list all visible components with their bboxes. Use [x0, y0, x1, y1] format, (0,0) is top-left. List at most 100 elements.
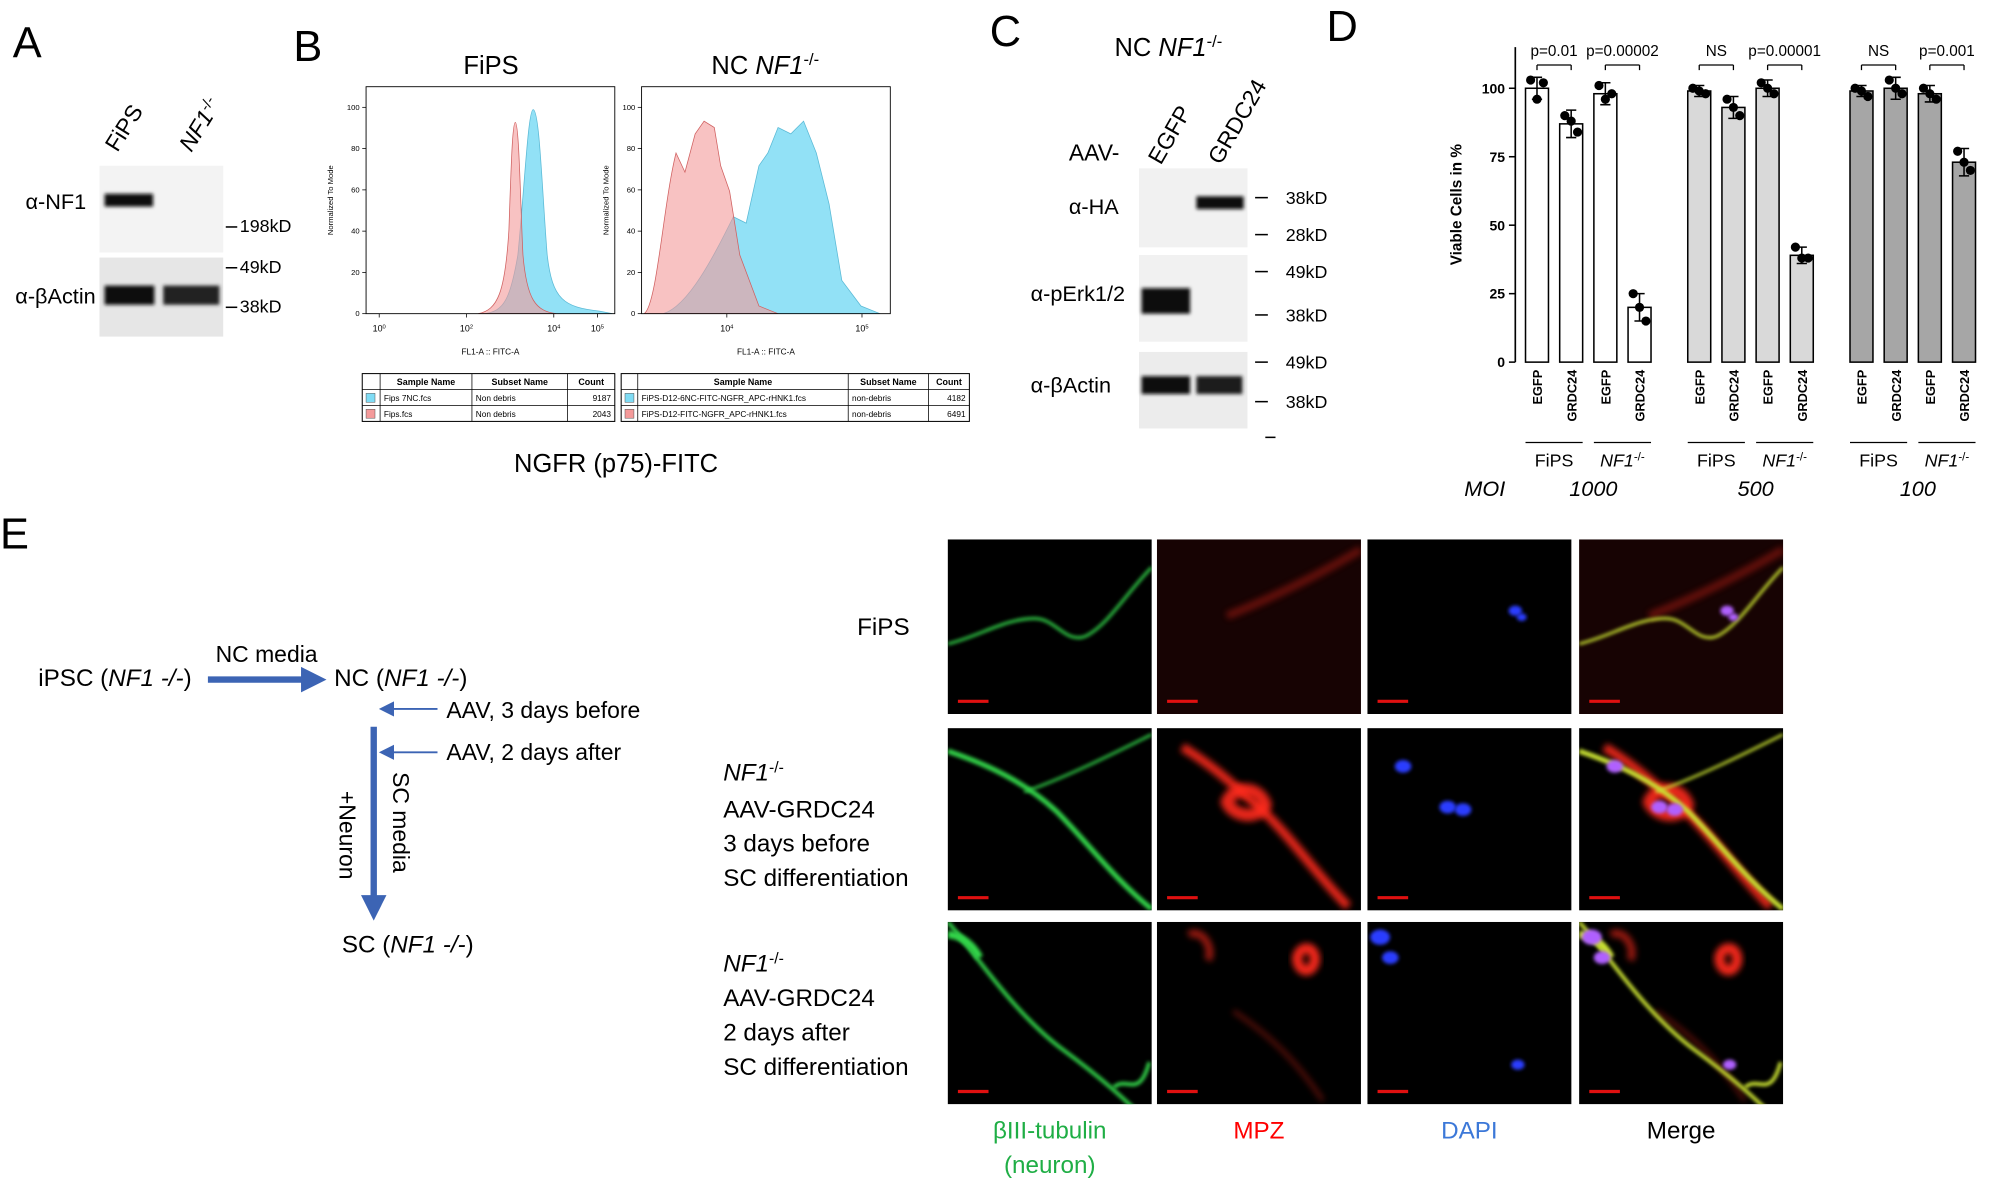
- label-part: 5: [865, 325, 868, 331]
- panel-letter: E: [0, 510, 29, 558]
- table-cell: Fips.fcs: [384, 410, 412, 419]
- x-tick-label: EGFP: [1923, 369, 1938, 404]
- y-tick-label: 50: [1490, 217, 1506, 233]
- row-label: AAV-GRDC24: [723, 796, 875, 823]
- plot-frame: [365, 86, 616, 315]
- data-point: [1953, 146, 1963, 156]
- nucleus: [1720, 605, 1734, 616]
- mpz-signal: [1654, 1009, 1747, 1102]
- nucleus: [1454, 803, 1472, 817]
- row-label: FiPS: [857, 614, 909, 641]
- tubulin-signal: [1655, 733, 1784, 794]
- table-header: Subset Name: [492, 377, 548, 387]
- micrograph: [1156, 728, 1361, 911]
- label-part: 10: [547, 324, 557, 334]
- y-tick-label: 80: [627, 144, 636, 153]
- table-cell: Non debris: [476, 410, 516, 419]
- bar: [1883, 87, 1908, 363]
- data-point: [1735, 111, 1745, 121]
- table-swatch: [624, 393, 635, 403]
- micrograph: [1367, 539, 1572, 715]
- data-point: [1526, 75, 1536, 85]
- plot-frame: [641, 86, 891, 315]
- histogram: [642, 120, 779, 315]
- table-header: Count: [936, 377, 962, 387]
- bar: [1686, 90, 1712, 363]
- y-tick-label: 100: [622, 103, 635, 112]
- data-point: [1532, 94, 1542, 104]
- micrograph: [947, 921, 1152, 1105]
- blot-band: [1141, 288, 1191, 314]
- x-tick-label: 104: [547, 324, 561, 334]
- table-swatch: [365, 409, 376, 419]
- tubulin-signal: [1023, 733, 1152, 794]
- micrograph: [947, 728, 1152, 911]
- data-point: [1694, 86, 1704, 96]
- label-part: 10: [460, 324, 470, 334]
- y-tick-label: 40: [351, 227, 360, 236]
- label-part: iPSC (: [38, 665, 108, 692]
- data-point: [1641, 316, 1651, 326]
- bar: [1951, 161, 1977, 363]
- nucleus: [1651, 800, 1668, 814]
- y-tick-label: 100: [347, 103, 360, 112]
- data-point: [1790, 242, 1800, 252]
- plot-title: FiPS: [463, 52, 518, 80]
- row-label: AAV-GRDC24: [723, 985, 875, 1012]
- blot-band: [1196, 196, 1244, 210]
- label-part: -/-: [1796, 450, 1807, 463]
- axis-label: FL1-A :: FITC-A: [461, 347, 519, 356]
- table-cell: Fips 7NC.fcs: [384, 394, 431, 403]
- y-tick-label: 60: [351, 185, 360, 194]
- table-swatch: [624, 409, 635, 419]
- nucleus: [1722, 1059, 1737, 1070]
- antibody-label: α-pErk1/2: [1031, 281, 1125, 306]
- label-part: NF1 -/-: [384, 665, 459, 692]
- micrograph-background: [1156, 921, 1361, 1105]
- micrograph-background: [1367, 539, 1572, 715]
- plot-title: NC NF1-/-: [711, 49, 819, 79]
- mpz-signal: [1609, 929, 1636, 962]
- table-cell: FiPS-D12-FITC-NGFR_APC-rHNK1.fcs: [642, 410, 787, 419]
- data-point: [1600, 94, 1610, 104]
- y-axis-label: Viable Cells in %: [1449, 144, 1466, 266]
- label-part: ): [459, 665, 467, 692]
- nucleus: [1439, 800, 1456, 814]
- data-point: [1959, 157, 1969, 167]
- data-point: [1728, 102, 1739, 113]
- mpz-signal: [1232, 1009, 1325, 1102]
- nucleus: [1516, 613, 1527, 621]
- label-part: 0: [383, 325, 386, 331]
- p-value: NS: [1706, 43, 1727, 60]
- data-point: [1769, 89, 1779, 99]
- table-cell: Non debris: [476, 394, 516, 403]
- moi-value: 1000: [1569, 476, 1617, 501]
- row-label: 2 days after: [723, 1019, 850, 1046]
- axis-title: NGFR (p75)-FITC: [514, 450, 718, 478]
- table-cell: 2043: [593, 410, 612, 419]
- data-point: [1803, 253, 1813, 263]
- scheme-node: SC (NF1 -/-): [342, 931, 474, 958]
- table-swatch: [365, 393, 376, 403]
- micrograph-background: [947, 539, 1152, 715]
- data-point: [1856, 86, 1867, 96]
- data-point: [1897, 89, 1907, 99]
- nucleus: [1593, 951, 1611, 964]
- data-point: [1538, 78, 1548, 88]
- micrograph: [1579, 728, 1784, 911]
- label-part: 10: [373, 324, 383, 334]
- label-part: NF1: [1600, 451, 1634, 471]
- label-part: 4: [730, 325, 734, 331]
- bar: [1755, 87, 1780, 363]
- data-point: [1797, 253, 1807, 263]
- mpz-signal: [1225, 546, 1361, 620]
- y-tick-label: 100: [1482, 80, 1506, 96]
- label-part: 5: [601, 325, 604, 331]
- bar: [1524, 87, 1550, 363]
- p-value: p=0.00002: [1586, 43, 1659, 60]
- data-point: [1722, 94, 1732, 104]
- micrograph: [1156, 539, 1361, 715]
- data-point: [1634, 302, 1645, 312]
- p-value: p=0.01: [1530, 43, 1577, 60]
- x-tick-label: GRDC24: [1795, 369, 1810, 422]
